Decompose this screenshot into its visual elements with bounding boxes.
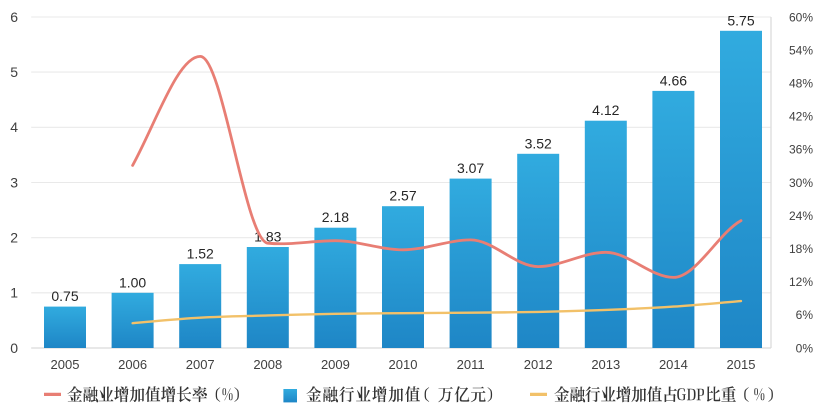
svg-text:4.12: 4.12 (592, 102, 619, 118)
svg-text:42%: 42% (789, 110, 813, 124)
svg-text:2007: 2007 (186, 357, 215, 372)
svg-text:54%: 54% (789, 43, 813, 57)
svg-text:1.00: 1.00 (119, 274, 146, 290)
svg-text:2013: 2013 (591, 357, 620, 372)
svg-text:1: 1 (10, 285, 18, 301)
svg-text:2010: 2010 (389, 357, 418, 372)
svg-text:2006: 2006 (118, 357, 147, 372)
svg-text:2005: 2005 (51, 357, 80, 372)
svg-text:6: 6 (10, 9, 18, 25)
svg-text:12%: 12% (789, 275, 813, 289)
svg-text:0: 0 (10, 340, 18, 356)
svg-text:2015: 2015 (727, 357, 756, 372)
svg-text:0.75: 0.75 (51, 288, 78, 304)
svg-text:2012: 2012 (524, 357, 553, 372)
svg-text:5.75: 5.75 (727, 12, 754, 28)
svg-text:2008: 2008 (253, 357, 282, 372)
svg-text:3: 3 (10, 174, 18, 190)
svg-text:2: 2 (10, 230, 18, 246)
svg-text:3.07: 3.07 (457, 160, 484, 176)
svg-text:2014: 2014 (659, 357, 688, 372)
svg-text:36%: 36% (789, 143, 813, 157)
svg-text:2.18: 2.18 (322, 209, 349, 225)
svg-text:2009: 2009 (321, 357, 350, 372)
svg-text:5: 5 (10, 64, 18, 80)
svg-text:1.52: 1.52 (187, 246, 214, 262)
svg-text:1.83: 1.83 (254, 229, 281, 245)
svg-text:48%: 48% (789, 77, 813, 91)
svg-text:3.52: 3.52 (525, 135, 552, 151)
svg-text:24%: 24% (789, 209, 813, 223)
svg-text:2.57: 2.57 (389, 188, 416, 204)
svg-text:60%: 60% (789, 10, 813, 24)
svg-text:4: 4 (10, 119, 18, 135)
svg-text:6%: 6% (796, 308, 814, 322)
svg-text:4.66: 4.66 (660, 72, 687, 88)
svg-text:0%: 0% (796, 341, 814, 355)
svg-text:30%: 30% (789, 176, 813, 190)
svg-text:2011: 2011 (457, 357, 485, 372)
svg-text:18%: 18% (789, 242, 813, 256)
